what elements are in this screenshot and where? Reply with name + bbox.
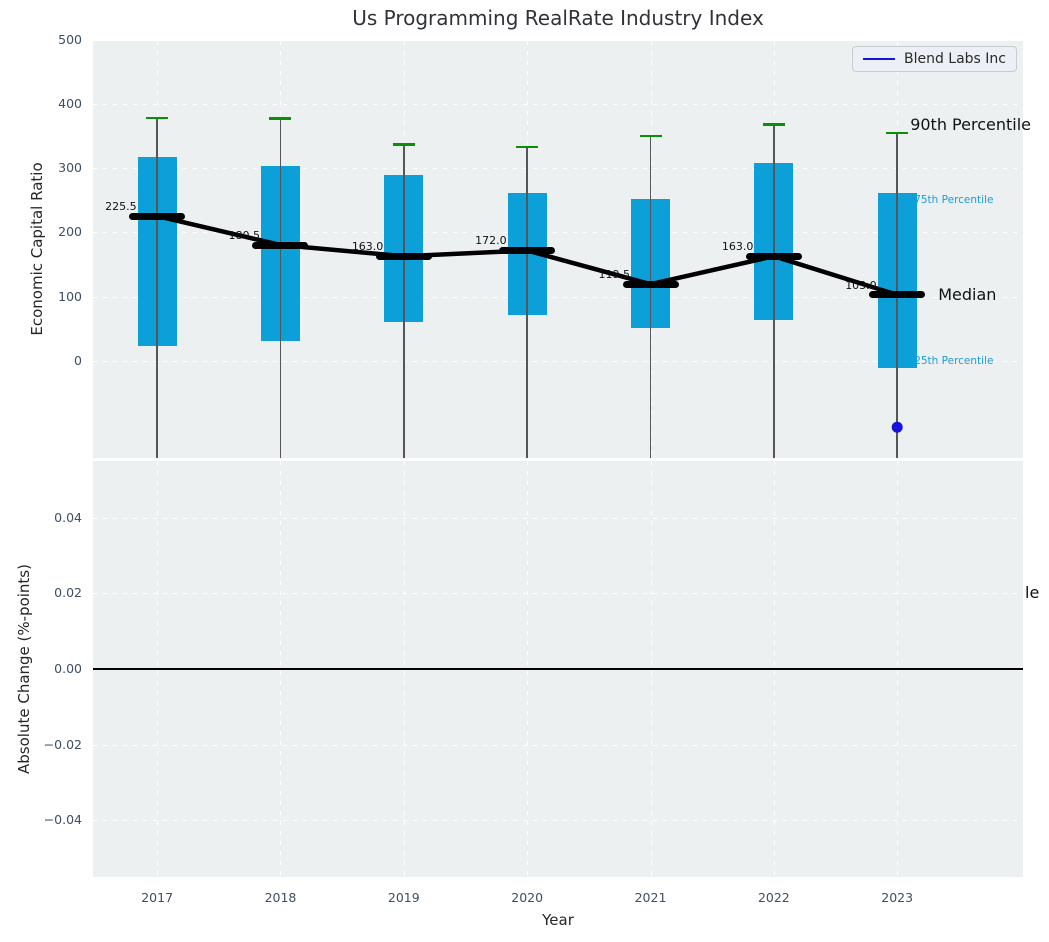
median-bar xyxy=(622,280,679,288)
y-tick-label: 0.02 xyxy=(54,585,82,601)
y-tick-label: 100 xyxy=(58,288,82,304)
gridline-horizontal xyxy=(93,232,1023,234)
whisker-cap-90th xyxy=(146,116,169,120)
x-tick-label: 2021 xyxy=(634,890,667,905)
y-tick-label: 0.04 xyxy=(54,509,82,525)
whisker-line xyxy=(403,144,405,458)
gridline-horizontal xyxy=(93,593,1023,595)
chart-title: Us Programming RealRate Industry Index xyxy=(352,6,764,30)
annotation-median: Median xyxy=(938,284,997,304)
median-value-label: 119.5 xyxy=(598,268,631,282)
gridline-horizontal xyxy=(93,360,1023,362)
legend-label: Blend Labs Inc xyxy=(903,51,1006,67)
whisker-line xyxy=(279,118,282,458)
x-tick-label: 2020 xyxy=(511,890,544,905)
y-tick-label: 500 xyxy=(58,31,82,47)
whisker-line xyxy=(649,136,652,458)
y-tick-label: 200 xyxy=(58,224,82,240)
clipped-annotation: le xyxy=(1025,583,1040,603)
median-bar xyxy=(375,252,432,260)
annotation-75th-percentile: 75th Percentile xyxy=(914,193,994,206)
median-value-label: 180.5 xyxy=(228,229,260,242)
y-tick-label: 300 xyxy=(58,160,82,176)
legend-line-sample xyxy=(862,57,895,61)
blend-labs-point xyxy=(891,421,903,433)
whisker-cap-90th xyxy=(392,143,415,146)
top-y-axis-label: Economic Capital Ratio xyxy=(28,162,46,336)
median-bar xyxy=(252,241,309,249)
median-bar xyxy=(869,291,926,299)
gridline-horizontal xyxy=(93,296,1023,298)
x-tick-label: 2022 xyxy=(757,890,790,905)
whisker-line xyxy=(773,124,775,458)
gridline-horizontal xyxy=(93,517,1023,519)
x-axis-label: Year xyxy=(542,911,574,929)
y-tick-label: −0.02 xyxy=(43,736,82,752)
median-bar xyxy=(129,212,186,220)
y-tick-label: 0.00 xyxy=(54,661,82,676)
legend: Blend Labs Inc xyxy=(851,46,1017,72)
x-tick-label: 2019 xyxy=(387,890,420,905)
whisker-line xyxy=(526,147,528,458)
gridline-horizontal xyxy=(93,744,1023,746)
whisker-line xyxy=(156,118,158,458)
median-bar xyxy=(499,246,556,254)
x-tick-label: 2018 xyxy=(264,890,297,905)
median-value-label: 163.0 xyxy=(351,240,384,254)
whisker-cap-90th xyxy=(886,131,909,135)
y-tick-label: 0 xyxy=(74,352,82,368)
y-tick-label: 400 xyxy=(58,95,82,111)
annotation-90th-percentile: 90th Percentile xyxy=(910,114,1031,134)
median-bar xyxy=(745,252,802,260)
median-value-label: 225.5 xyxy=(105,200,137,214)
median-value-label: 172.0 xyxy=(475,234,507,248)
median-value-label: 163.0 xyxy=(721,240,754,254)
whisker-cap-90th xyxy=(639,134,662,138)
gridline-horizontal xyxy=(93,103,1023,105)
median-value-label: 103.0 xyxy=(845,278,877,292)
whisker-cap-90th xyxy=(269,117,292,120)
x-tick-label: 2023 xyxy=(881,890,914,905)
x-tick-label: 2017 xyxy=(141,890,174,905)
whisker-cap-90th xyxy=(762,123,785,126)
median-trend-overlay xyxy=(154,213,903,433)
zero-line xyxy=(93,668,1023,670)
annotation-25th-percentile: 25th Percentile xyxy=(914,355,994,368)
y-tick-label: −0.04 xyxy=(43,812,82,828)
whisker-cap-90th xyxy=(516,145,539,149)
gridline-horizontal xyxy=(93,820,1023,822)
gridline-horizontal xyxy=(93,168,1023,170)
top-axes: 90th Percentile 75th Percentile Median 2… xyxy=(93,41,1031,458)
bottom-axes: le xyxy=(93,461,1039,877)
